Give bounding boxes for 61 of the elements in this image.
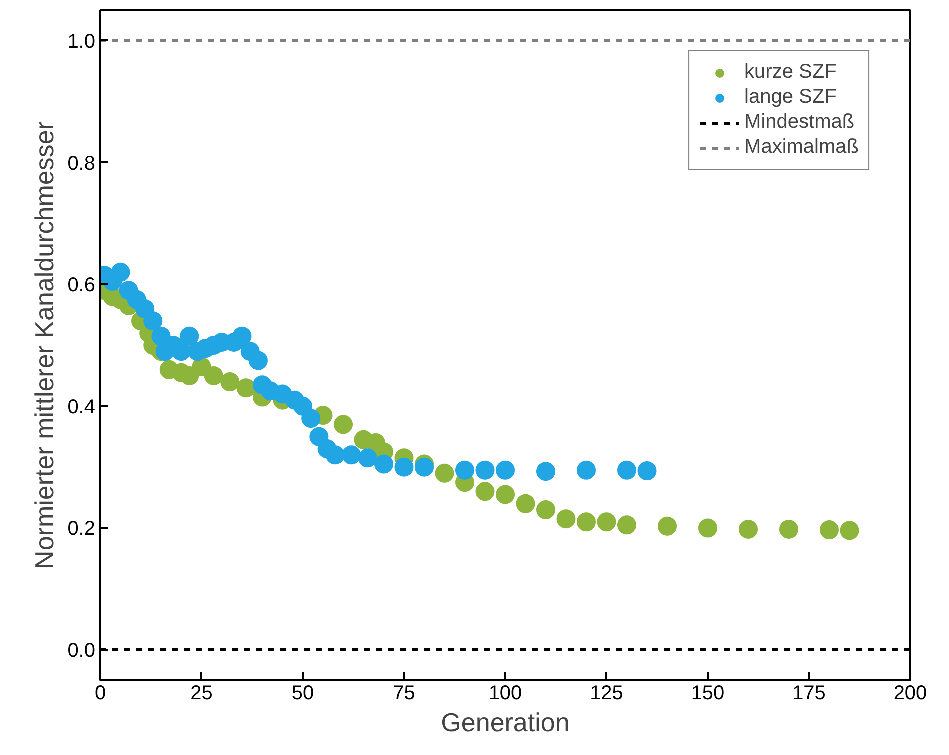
point (172, 342, 191, 362)
point (204, 366, 224, 386)
point (658, 516, 677, 536)
point (248, 351, 268, 370)
point (334, 415, 353, 434)
point (840, 521, 860, 540)
point (302, 409, 321, 428)
point (698, 518, 718, 538)
point (236, 378, 256, 398)
point (638, 461, 657, 480)
y-tick-label: 0.4 (68, 396, 96, 418)
point (476, 460, 495, 480)
point (536, 500, 556, 520)
legend-label: Maximalmaß (744, 136, 859, 159)
point (780, 520, 798, 539)
legend-label: lange SZF (744, 86, 837, 109)
y-tick-label: 0.8 (68, 152, 96, 175)
x-tick-label: 175 (792, 682, 826, 704)
point (516, 494, 536, 514)
x-tick-label: 150 (691, 682, 725, 704)
y-tick-label: 0.6 (68, 274, 96, 297)
point (577, 512, 596, 532)
point (618, 516, 636, 535)
point (556, 510, 576, 529)
point (597, 512, 616, 532)
point (111, 262, 130, 282)
point (618, 460, 636, 480)
point (180, 366, 200, 386)
point (496, 485, 515, 504)
point (435, 464, 454, 483)
x-tick-label: 200 (894, 682, 928, 704)
point (342, 446, 362, 465)
x-tick-label: 25 (190, 682, 213, 704)
point (144, 312, 163, 331)
point (394, 458, 414, 477)
point (820, 520, 839, 540)
point (536, 462, 556, 482)
x-tick-label: 100 (488, 682, 522, 704)
point (374, 454, 394, 474)
point (496, 460, 515, 480)
y-axis-title: Normierter mittlerer Kanaldurchmesser (30, 121, 60, 570)
point (180, 326, 200, 346)
y-tick-label: 1.0 (68, 30, 96, 53)
x-tick-label: 125 (590, 682, 624, 704)
point (326, 446, 345, 465)
point (456, 460, 474, 480)
point (476, 482, 495, 502)
x-tick-label: 50 (292, 682, 314, 704)
point (577, 460, 596, 480)
legend-label: Mindestmaß (744, 111, 855, 134)
point (220, 372, 240, 392)
point (415, 458, 434, 477)
point (232, 326, 252, 346)
point (739, 520, 758, 539)
y-tick-label: 0.2 (68, 518, 96, 540)
point (358, 448, 378, 468)
legend-label: kurze SZF (744, 61, 837, 84)
y-tick-label: 0.0 (68, 640, 96, 662)
x-axis-title: Generation (441, 708, 570, 738)
x-tick-label: 75 (393, 682, 416, 704)
x-tick-label: 0 (94, 682, 106, 704)
